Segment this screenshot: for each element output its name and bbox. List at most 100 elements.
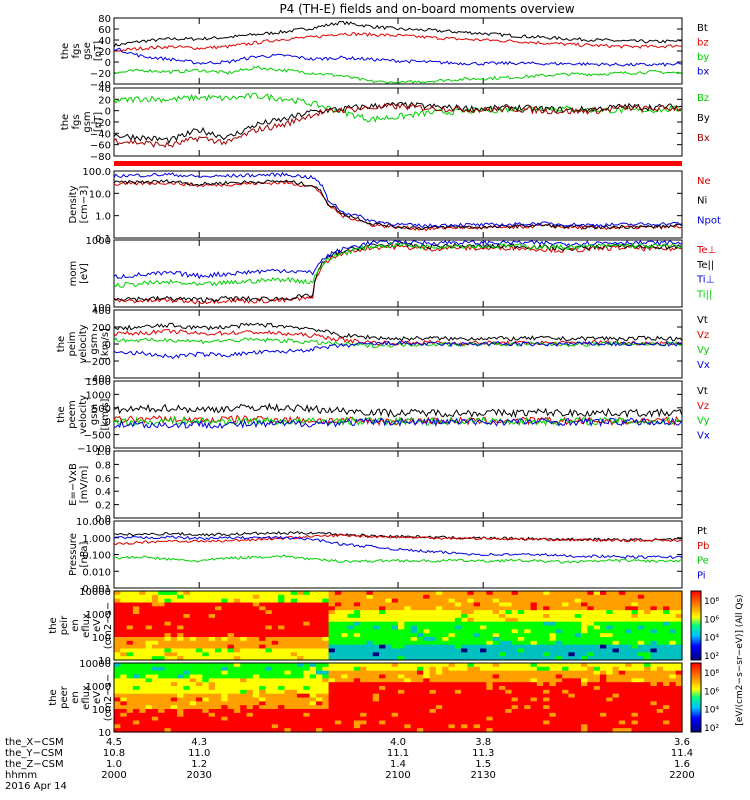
heatmap-cell xyxy=(196,648,203,653)
heatmap-cell xyxy=(461,689,469,695)
heatmap-cell xyxy=(139,682,147,687)
heatmap-cell xyxy=(416,689,424,695)
heatmap-cell xyxy=(366,674,374,679)
heatmap-cell xyxy=(543,625,551,630)
heatmap-cell xyxy=(416,678,424,683)
x-row-label: the_Z−CSM xyxy=(5,759,64,770)
heatmap-cell xyxy=(353,644,361,650)
heatmap-cell xyxy=(555,682,563,687)
heatmap-cell xyxy=(562,591,569,596)
heatmap-cell xyxy=(631,621,639,627)
heatmap-cell xyxy=(543,728,551,733)
heatmap-cell xyxy=(549,652,557,657)
heatmap-cell xyxy=(517,705,525,710)
heatmap-cell xyxy=(467,640,475,646)
heatmap-cell xyxy=(372,640,380,646)
heatmap-cell xyxy=(574,606,582,611)
heatmap-cell xyxy=(543,663,551,668)
heatmap-cell xyxy=(126,670,134,676)
heatmap-cell xyxy=(126,682,134,687)
heatmap-cell xyxy=(593,728,601,733)
heatmap-cell xyxy=(315,652,323,657)
heatmap-cell xyxy=(120,606,128,611)
heatmap-cell xyxy=(227,637,235,642)
heatmap-cell xyxy=(581,633,588,638)
heatmap-cell xyxy=(145,716,153,722)
heatmap-cell xyxy=(505,728,513,733)
heatmap-cell xyxy=(214,697,222,702)
heatmap-cell xyxy=(158,712,166,718)
heatmap-cell xyxy=(189,633,197,638)
heatmap-cell xyxy=(202,666,210,672)
heatmap-cell xyxy=(120,591,128,596)
heatmap-cell xyxy=(170,697,178,702)
panel-peem-velocity: the peem velocity gsm [km/s]150010005000−500… xyxy=(56,377,710,455)
heatmap-cell xyxy=(656,606,664,611)
heatmap-cell xyxy=(549,712,557,718)
heatmap-cell xyxy=(423,625,431,630)
heatmap-cell xyxy=(271,602,279,607)
heatmap-cell xyxy=(183,701,191,706)
heatmap-cell xyxy=(656,716,664,722)
heatmap-cell xyxy=(170,705,178,710)
heatmap-cell xyxy=(347,637,355,642)
heatmap-cell xyxy=(555,697,563,702)
heatmap-cell xyxy=(341,705,349,710)
heatmap-cell xyxy=(492,720,500,725)
heatmap-cell xyxy=(637,666,645,672)
heatmap-cell xyxy=(625,648,633,653)
heatmap-cell xyxy=(385,678,393,683)
heatmap-cell xyxy=(530,594,538,600)
heatmap-cell xyxy=(372,666,380,672)
heatmap-cell xyxy=(158,720,166,725)
heatmap-cell xyxy=(448,697,456,702)
heatmap-cell xyxy=(145,621,153,627)
heatmap-cell xyxy=(120,614,128,619)
heatmap-cell xyxy=(618,591,626,596)
heatmap-cell xyxy=(196,663,203,668)
heatmap-cell xyxy=(341,712,349,718)
heatmap-cell xyxy=(170,663,178,668)
heatmap-cell xyxy=(271,614,279,619)
heatmap-cell xyxy=(196,591,203,596)
heatmap-cell xyxy=(498,709,506,714)
heatmap-cell xyxy=(139,724,147,729)
heatmap-cell xyxy=(214,720,222,725)
heatmap-cell xyxy=(663,610,670,615)
heatmap-cell xyxy=(303,598,311,604)
heatmap-cell xyxy=(303,621,311,627)
heatmap-cell xyxy=(360,720,368,725)
heatmap-cell xyxy=(246,648,254,653)
heatmap-cell xyxy=(461,614,469,619)
heatmap-cell xyxy=(208,689,216,695)
heatmap-cell xyxy=(278,594,285,600)
heatmap-cell xyxy=(593,701,601,706)
heatmap-cell xyxy=(637,610,645,615)
heatmap-cell xyxy=(189,682,197,687)
heatmap-cell xyxy=(391,591,399,596)
heatmap-cell xyxy=(240,712,248,718)
heatmap-cell xyxy=(347,594,355,600)
heatmap-cell xyxy=(385,728,393,733)
heatmap-cell xyxy=(227,678,235,683)
heatmap-cell xyxy=(139,640,147,646)
heatmap-cell xyxy=(227,606,235,611)
heatmap-cell xyxy=(303,689,311,695)
heatmap-cell xyxy=(227,720,235,725)
heatmap-cell xyxy=(366,666,374,672)
heatmap-cell xyxy=(448,602,456,607)
heatmap-cell xyxy=(568,602,576,607)
heatmap-cell xyxy=(669,701,677,706)
heatmap-cell xyxy=(132,633,140,638)
heatmap-cell xyxy=(360,625,368,630)
heatmap-cell xyxy=(183,728,191,733)
heatmap-cell xyxy=(284,693,292,699)
heatmap-cell xyxy=(656,712,664,718)
heatmap-cell xyxy=(385,697,393,702)
heatmap-cell xyxy=(442,701,450,706)
heatmap-cell xyxy=(612,644,620,650)
heatmap-cell xyxy=(606,686,614,691)
heatmap-cell xyxy=(315,697,323,702)
heatmap-cell xyxy=(278,678,285,683)
heatmap-cell xyxy=(467,724,475,729)
